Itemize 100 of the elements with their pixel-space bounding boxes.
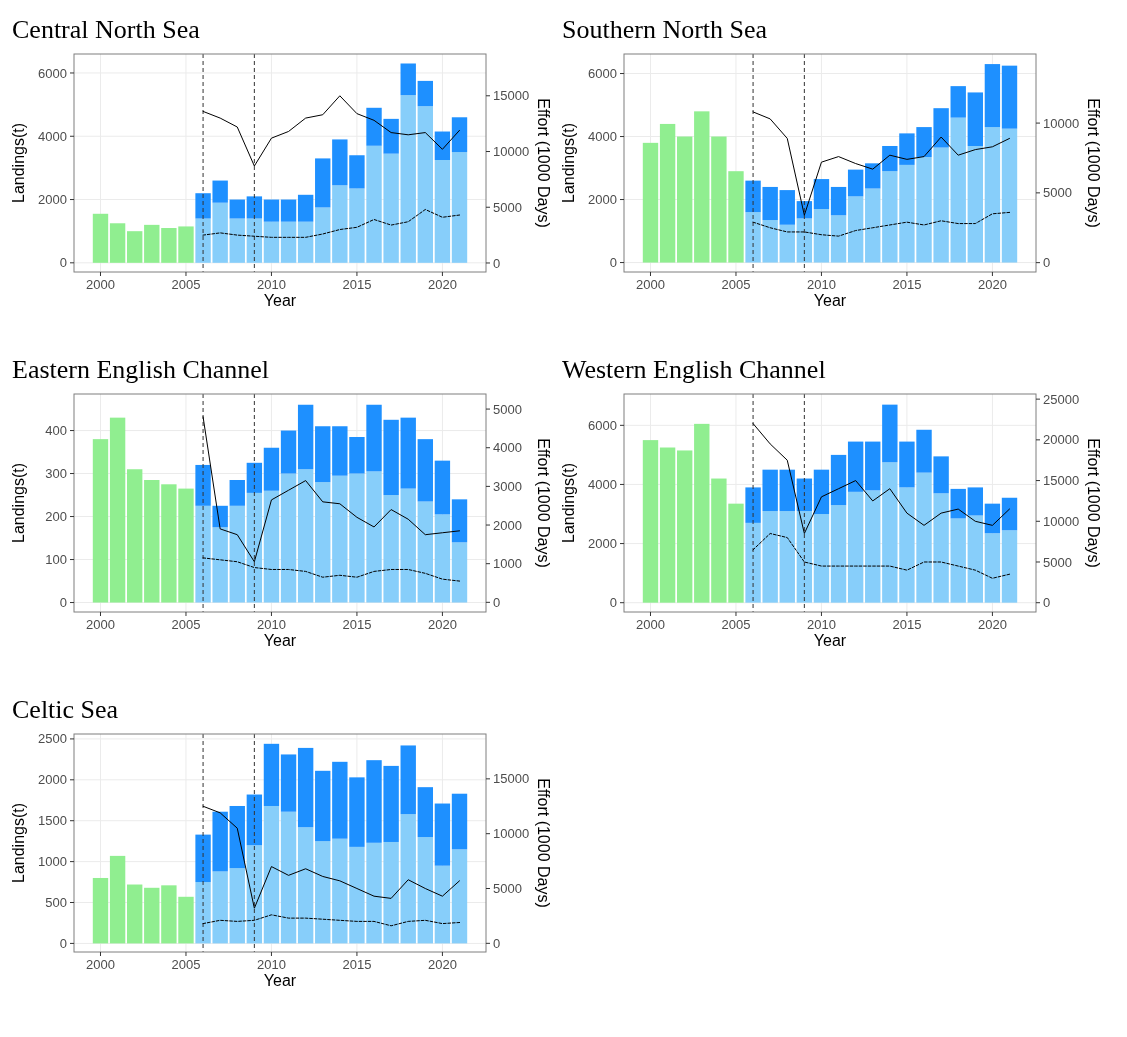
bar: [144, 887, 160, 944]
bar: [229, 505, 245, 603]
bar: [434, 865, 451, 944]
bar: [950, 86, 966, 118]
line-series: [202, 914, 460, 927]
x-tick-label: 2000: [636, 617, 665, 632]
line-series: [202, 208, 460, 238]
x-tick-label: 2005: [721, 617, 751, 632]
bar: [984, 503, 1001, 534]
bar: [400, 814, 416, 944]
y2-tick-label: 10000: [1043, 513, 1080, 529]
y-axis-title: Landings(t): [560, 122, 577, 204]
y2-axis-title: Effort (1000 Days): [535, 438, 552, 568]
y-tick-label: 200: [45, 509, 67, 525]
bar: [950, 117, 966, 263]
y2-tick-label: 15000: [493, 88, 530, 104]
bar: [830, 505, 847, 603]
bar: [400, 488, 416, 603]
bar: [127, 884, 143, 944]
y-tick-label: 2000: [588, 192, 617, 208]
bar: [263, 199, 280, 222]
y2-tick-label: 10000: [1043, 115, 1080, 131]
bar: [280, 430, 297, 474]
x-axis-title: Year: [813, 632, 847, 649]
y-tick-label: 300: [45, 466, 67, 482]
bar: [813, 208, 830, 263]
bar: [950, 488, 966, 519]
bar: [280, 811, 297, 944]
bar: [297, 404, 314, 470]
bar: [229, 218, 245, 263]
bar: [195, 464, 211, 506]
x-tick-label: 2000: [86, 617, 115, 632]
y2-tick-label: 25000: [1043, 391, 1080, 407]
x-tick-label: 2010: [806, 277, 836, 292]
bar: [434, 131, 451, 160]
bar: [229, 199, 245, 219]
y2-tick-label: 0: [1043, 255, 1051, 271]
y-tick-label: 500: [45, 895, 67, 911]
bar: [865, 441, 881, 491]
line-series: [202, 416, 460, 563]
bar: [659, 123, 676, 263]
chart-title: Celtic Sea: [12, 695, 119, 724]
bar: [297, 194, 314, 222]
y2-tick-label: 0: [493, 594, 501, 610]
x-tick-label: 2015: [892, 617, 922, 632]
chart-title: Eastern English Channel: [12, 355, 270, 384]
y2-tick-label: 0: [493, 255, 501, 271]
bar: [280, 199, 297, 222]
bar: [246, 794, 263, 846]
y2-tick-label: 5000: [1043, 554, 1072, 570]
y2-axis-title: Effort (1000 Days): [535, 778, 552, 908]
x-tick-label: 2020: [427, 617, 457, 632]
y2-tick-label: 5000: [493, 401, 522, 417]
bar: [984, 64, 1001, 128]
bar: [417, 439, 433, 502]
bar: [642, 142, 659, 263]
x-axis-title: Year: [263, 972, 297, 989]
y-tick-label: 2000: [588, 536, 617, 552]
bar: [315, 482, 331, 603]
bar: [315, 770, 331, 842]
x-axis-title: Year: [813, 292, 847, 309]
bar: [109, 855, 126, 944]
y2-tick-label: 3000: [493, 478, 522, 494]
y-tick-label: 2500: [38, 731, 67, 747]
bar: [984, 533, 1001, 603]
x-tick-label: 2010: [256, 617, 286, 632]
y-tick-label: 6000: [38, 65, 67, 81]
bar: [967, 92, 983, 146]
bar: [109, 223, 126, 263]
x-tick-label: 2005: [171, 617, 201, 632]
line-series: [752, 423, 1010, 534]
bar: [280, 221, 297, 263]
bar: [263, 447, 280, 491]
bar: [297, 469, 314, 603]
bar: [451, 793, 468, 850]
bar: [212, 505, 228, 528]
bar: [434, 803, 451, 866]
y-tick-label: 400: [45, 423, 67, 439]
x-axis-title: Year: [263, 292, 297, 309]
bar: [297, 221, 314, 263]
x-tick-label: 2005: [721, 277, 751, 292]
y2-tick-label: 4000: [493, 440, 522, 456]
bar: [280, 473, 297, 603]
bar: [434, 159, 451, 263]
bar: [229, 805, 245, 869]
y-axis-title: Landings(t): [560, 462, 577, 544]
bar: [779, 190, 795, 225]
y2-tick-label: 1000: [493, 556, 522, 572]
bar: [865, 490, 881, 603]
y-tick-label: 0: [59, 935, 67, 951]
bar: [779, 511, 795, 603]
line-series: [202, 95, 460, 167]
bar: [400, 417, 416, 489]
bar: [830, 454, 847, 506]
bar: [847, 491, 864, 603]
bar: [127, 231, 143, 263]
bar: [967, 515, 983, 603]
bar: [315, 426, 331, 483]
x-tick-label: 2020: [977, 617, 1007, 632]
y-tick-label: 6000: [588, 66, 617, 82]
